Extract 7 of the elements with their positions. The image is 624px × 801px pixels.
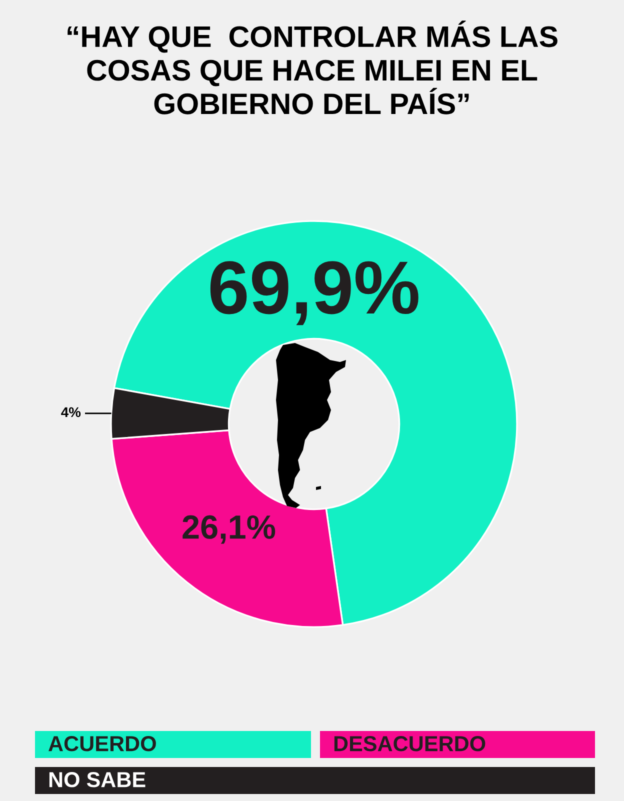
data-label: 4% <box>61 407 81 418</box>
legend-label: NO SABE <box>49 772 146 788</box>
legend-label: DESACUERDO <box>334 736 486 752</box>
legend-label: ACUERDO <box>48 736 156 752</box>
data-label: 69,9% <box>210 261 418 326</box>
data-label: 26,1% <box>182 515 276 544</box>
chart-title: “HAY QUE CONTROLAR MÁS LAS COSAS QUE HACE MILEI EN EL GOBIERNO DEL PAÍS” <box>68 20 558 114</box>
